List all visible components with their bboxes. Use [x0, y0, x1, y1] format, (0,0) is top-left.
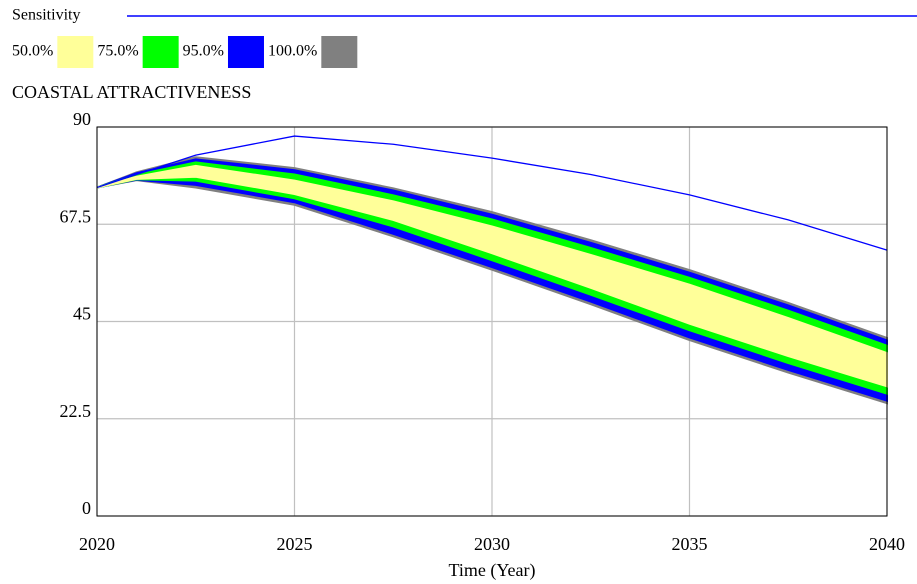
legend-label: Sensitivity [12, 7, 80, 24]
legend-swatch [321, 36, 358, 68]
x-tick-label: 2030 [474, 534, 510, 554]
chart-title: COASTAL ATTRACTIVENESS [12, 82, 251, 102]
legend-swatch [142, 36, 179, 68]
y-tick-label: 90 [73, 109, 91, 129]
y-tick-label: 45 [73, 304, 91, 324]
legend-label: 95.0% [183, 43, 224, 60]
x-tick-label: 2025 [277, 534, 313, 554]
x-axis-label: Time (Year) [448, 560, 535, 581]
legend-label: 100.0% [268, 43, 317, 60]
legend-label: 75.0% [97, 43, 138, 60]
base-line [96, 135, 888, 251]
y-tick-label: 0 [82, 498, 91, 518]
legend-label: 50.0% [12, 43, 53, 60]
x-tick-label: 2020 [79, 534, 115, 554]
x-tick-label: 2035 [672, 534, 708, 554]
legend-swatch [227, 36, 264, 68]
x-tick-label: 2040 [869, 534, 905, 554]
plot-frame [96, 126, 888, 517]
y-tick-label: 22.5 [60, 401, 92, 421]
y-tick-label: 67.5 [60, 206, 92, 226]
legend-swatch [57, 36, 94, 68]
